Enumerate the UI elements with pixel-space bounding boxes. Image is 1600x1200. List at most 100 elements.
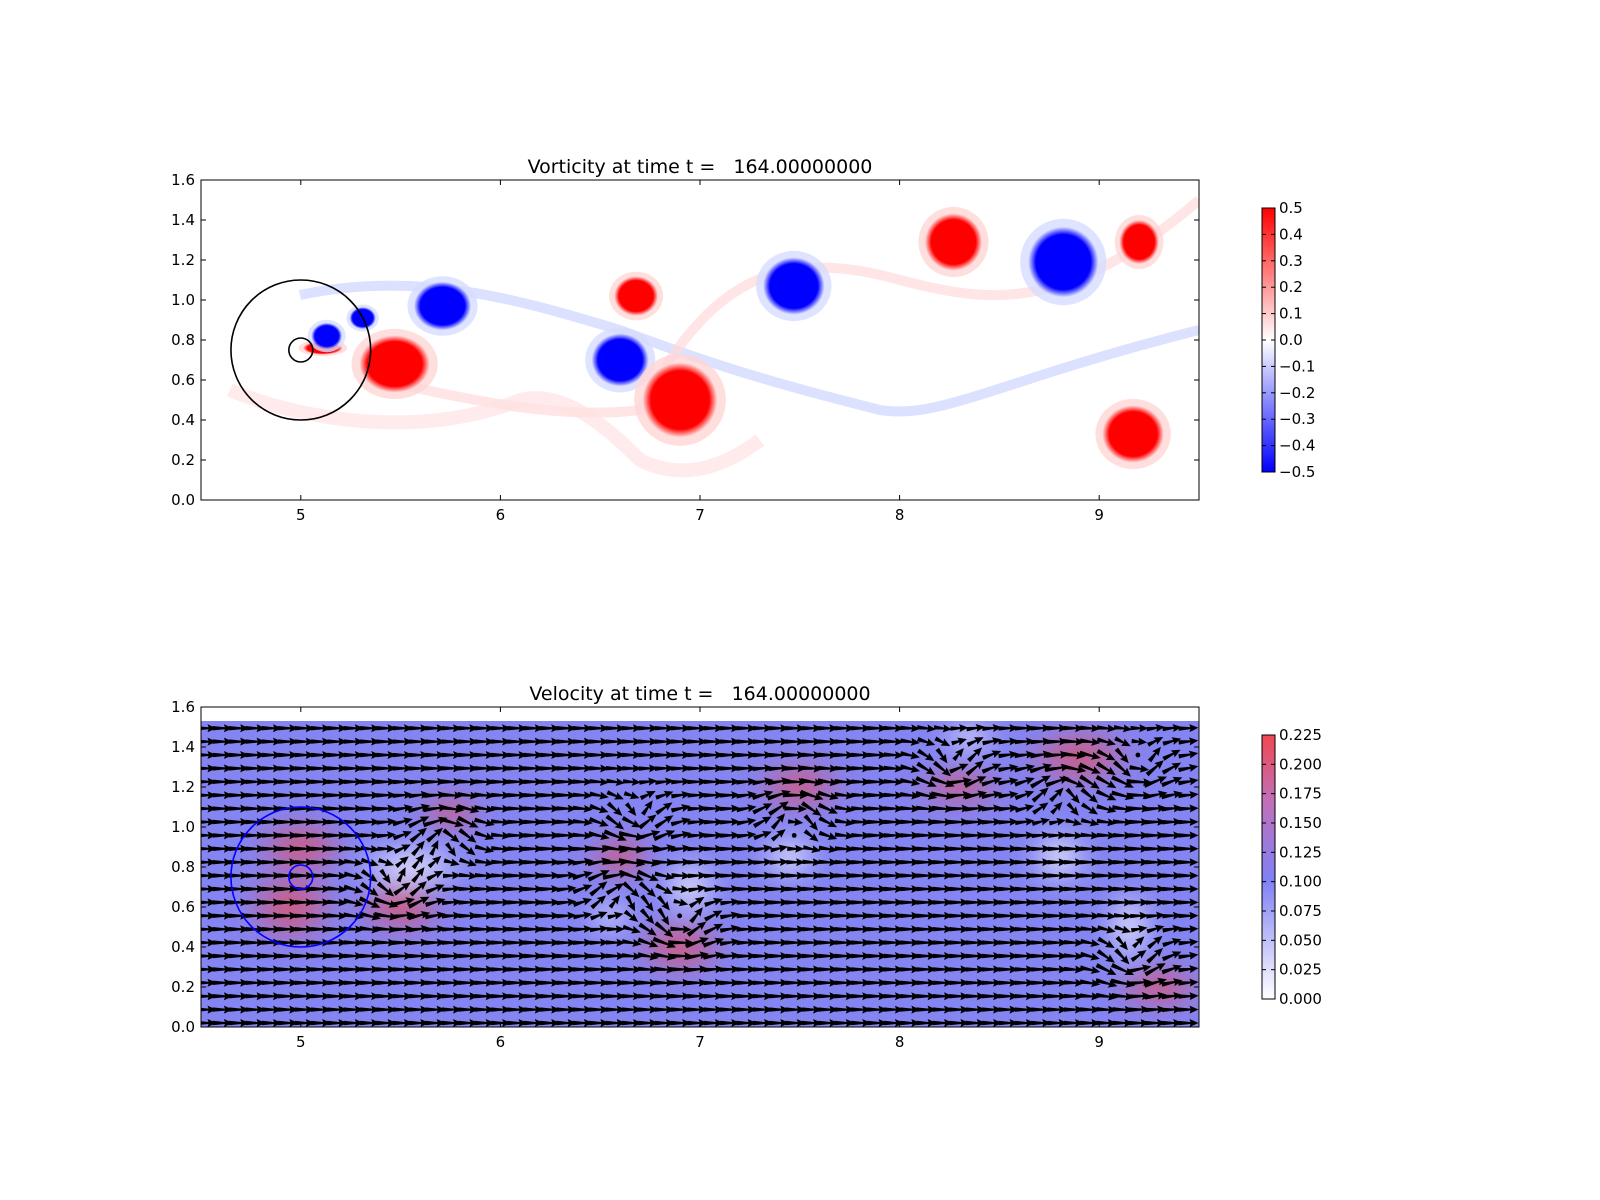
quiver-arrow bbox=[753, 1019, 773, 1027]
quiver-arrow bbox=[262, 764, 282, 773]
quiver-arrow bbox=[834, 724, 855, 733]
quiver-arrow bbox=[851, 938, 872, 947]
quiver-arrow bbox=[376, 791, 397, 800]
quiver-arrow bbox=[817, 802, 838, 814]
quiver-arrow bbox=[654, 1005, 675, 1014]
quiver-arrow bbox=[1112, 1019, 1134, 1027]
quiver-arrow bbox=[1162, 871, 1183, 880]
quiver-arrow bbox=[507, 992, 528, 1001]
quiver-arrow bbox=[556, 965, 577, 974]
quiver-arrow bbox=[278, 818, 299, 826]
quiver-arrow bbox=[376, 992, 397, 1001]
quiver-arrow bbox=[801, 751, 823, 760]
quiver-arrow bbox=[343, 912, 365, 921]
quiver-arrow bbox=[657, 907, 670, 926]
quiver-arrow bbox=[540, 925, 561, 934]
quiver-arrow bbox=[201, 885, 217, 893]
quiver-arrow bbox=[818, 938, 839, 947]
quiver-arrow bbox=[245, 978, 266, 987]
quiver-arrow bbox=[523, 871, 544, 880]
quiver-arrow bbox=[932, 760, 952, 777]
obstacle-circles bbox=[230, 806, 372, 948]
quiver-arrow bbox=[1145, 858, 1166, 867]
quiver-arrow bbox=[687, 831, 708, 840]
quiver-arrow bbox=[245, 844, 266, 853]
quiver-arrow bbox=[916, 858, 937, 867]
quiver-arrow bbox=[818, 724, 839, 733]
quiver-arrow bbox=[655, 790, 674, 800]
quiver-arrow bbox=[523, 884, 544, 893]
quiver-arrow bbox=[687, 777, 708, 786]
quiver-arrow bbox=[429, 840, 439, 856]
quiver-arrow bbox=[360, 952, 381, 961]
quiver-arrow bbox=[834, 844, 855, 853]
quiver-arrow bbox=[653, 830, 676, 842]
quiver-arrow bbox=[278, 1019, 299, 1027]
quiver-arrow bbox=[262, 898, 282, 907]
quiver-arrow bbox=[867, 992, 888, 1001]
quiver-arrow bbox=[687, 1019, 708, 1027]
quiver-arrow bbox=[327, 911, 348, 920]
quiver-arrow bbox=[784, 804, 808, 813]
x-tick-label: 6 bbox=[496, 1033, 506, 1051]
quiver-arrow bbox=[327, 764, 348, 773]
quiver-arrow bbox=[851, 724, 872, 733]
quiver-arrow bbox=[653, 844, 676, 853]
quiver-arrow bbox=[687, 737, 708, 746]
quiver-arrow bbox=[327, 885, 348, 894]
x-tick-label: 8 bbox=[895, 506, 905, 524]
quiver-arrow bbox=[456, 815, 479, 828]
quiver-arrow bbox=[605, 965, 626, 974]
quiver-arrow bbox=[523, 751, 544, 759]
y-tick-label: 0.0 bbox=[171, 491, 195, 509]
colorbar-tick-label: 0.5 bbox=[1279, 199, 1303, 217]
quiver-arrow bbox=[998, 898, 1019, 907]
y-tick-label: 0.2 bbox=[171, 451, 195, 469]
quiver-arrow bbox=[670, 817, 691, 827]
quiver-arrow bbox=[966, 723, 986, 732]
quiver-arrow bbox=[212, 724, 233, 733]
quiver-arrow bbox=[1178, 992, 1199, 1001]
quiver-arrow bbox=[474, 764, 495, 773]
quiver-arrow bbox=[358, 896, 381, 908]
quiver-arrow bbox=[201, 777, 217, 786]
quiver-arrow bbox=[802, 965, 823, 974]
quiver-arrow bbox=[803, 814, 818, 831]
quiver-arrow bbox=[1162, 737, 1182, 746]
quiver-arrow bbox=[1079, 979, 1101, 988]
quiver-arrow bbox=[1047, 965, 1068, 974]
quiver-arrow bbox=[883, 911, 904, 920]
quiver-arrow bbox=[212, 791, 233, 800]
quiver-arrow bbox=[1144, 991, 1167, 1000]
quiver-arrow bbox=[407, 896, 430, 909]
quiver-arrow bbox=[392, 938, 414, 947]
quiver-arrow bbox=[589, 777, 610, 786]
quiver-arrow bbox=[474, 751, 495, 760]
quiver-arrow bbox=[981, 790, 1003, 799]
quiver-arrow bbox=[212, 1019, 233, 1027]
quiver-arrow bbox=[1129, 1018, 1150, 1027]
quiver-arrow bbox=[703, 923, 724, 936]
quiver-arrow bbox=[458, 777, 479, 786]
quiver-arrow bbox=[1147, 746, 1161, 763]
quiver-arrow bbox=[1063, 965, 1085, 974]
quiver-arrow bbox=[785, 965, 806, 974]
quiver-arrow bbox=[343, 764, 364, 773]
quiver-arrow bbox=[327, 737, 348, 746]
quiver-arrow bbox=[834, 805, 855, 813]
quiver-arrow bbox=[1096, 804, 1117, 814]
quiver-arrow bbox=[949, 965, 970, 974]
quiver-arrow bbox=[867, 871, 888, 880]
quiver-arrow bbox=[1128, 818, 1150, 827]
quiver-arrow bbox=[572, 870, 593, 881]
quiver-arrow bbox=[654, 764, 675, 773]
quiver-arrow bbox=[212, 911, 233, 920]
quiver-arrow bbox=[1080, 817, 1100, 827]
quiver-arrow bbox=[327, 938, 348, 947]
quiver-arrow bbox=[229, 844, 250, 853]
quiver-arrow bbox=[441, 925, 463, 934]
quiver-arrow bbox=[622, 751, 642, 760]
quiver-arrow bbox=[1096, 885, 1117, 894]
quiver-arrow bbox=[638, 978, 659, 987]
